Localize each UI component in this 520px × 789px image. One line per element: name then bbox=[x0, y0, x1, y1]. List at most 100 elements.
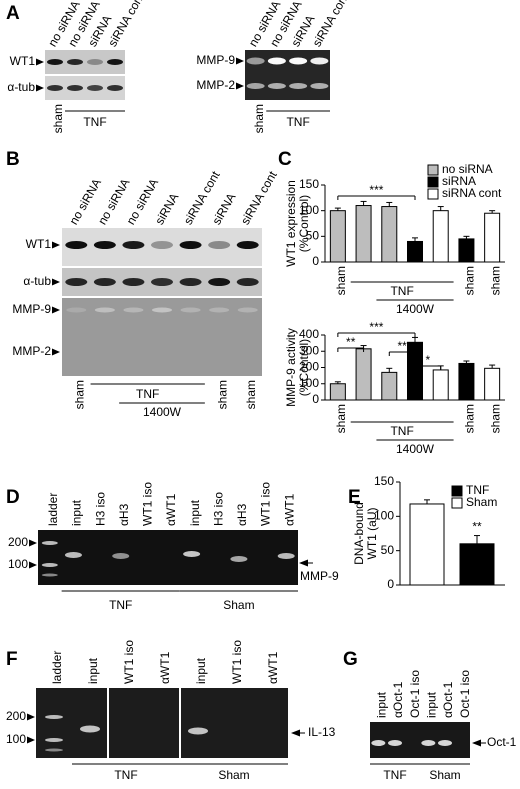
band bbox=[246, 57, 265, 65]
band bbox=[94, 307, 115, 313]
arrowhead bbox=[52, 278, 60, 286]
band bbox=[45, 738, 63, 742]
y-tick-label: 50 bbox=[381, 543, 395, 557]
lane-label: siRNA cont bbox=[310, 0, 352, 49]
arrowhead bbox=[299, 559, 308, 567]
arrowhead bbox=[36, 84, 44, 92]
arrowhead bbox=[236, 82, 244, 90]
band bbox=[179, 241, 202, 249]
row-label: 100 bbox=[6, 732, 26, 746]
lane-label: WT1 iso bbox=[259, 482, 273, 526]
gel bbox=[36, 688, 288, 758]
y-tick-label: 100 bbox=[299, 203, 319, 217]
significance: * bbox=[426, 353, 431, 367]
band bbox=[122, 241, 145, 249]
band bbox=[41, 541, 58, 545]
lane-label: Oct-1 iso bbox=[458, 670, 472, 718]
legend-label: siRNA cont bbox=[442, 186, 502, 200]
band bbox=[47, 85, 63, 91]
gel bbox=[245, 50, 330, 100]
band-label: Oct-1 bbox=[487, 735, 517, 749]
row-label: 200 bbox=[6, 709, 26, 723]
band bbox=[236, 278, 259, 286]
lane-label: input bbox=[86, 657, 100, 684]
band bbox=[179, 278, 202, 286]
y-tick-label: 150 bbox=[299, 177, 319, 191]
arrowhead bbox=[29, 539, 37, 547]
row-label: WT1 bbox=[10, 54, 36, 68]
band bbox=[123, 307, 144, 313]
y-axis-label: WT1 (aU) bbox=[365, 508, 379, 560]
x-tick-label: sham bbox=[463, 404, 477, 433]
band bbox=[45, 715, 63, 719]
group-label: 1400W bbox=[396, 302, 435, 316]
band bbox=[183, 551, 201, 557]
panel-letter: B bbox=[6, 149, 20, 170]
lane-label: input bbox=[188, 499, 202, 526]
lane-label: siRNA cont bbox=[105, 0, 147, 49]
lane-label: input bbox=[375, 691, 389, 718]
band bbox=[289, 57, 308, 65]
band bbox=[65, 241, 88, 249]
row-label: 100 bbox=[8, 557, 28, 571]
band bbox=[188, 727, 208, 735]
y-tick-label: 400 bbox=[299, 327, 319, 341]
band bbox=[80, 725, 100, 733]
gel bbox=[370, 722, 470, 758]
band bbox=[151, 278, 173, 286]
band bbox=[41, 563, 58, 567]
y-tick-label: 100 bbox=[374, 509, 394, 523]
band bbox=[47, 59, 63, 65]
bar bbox=[381, 371, 398, 401]
arrowhead bbox=[36, 58, 44, 66]
band bbox=[66, 307, 87, 313]
band bbox=[87, 59, 103, 65]
y-tick-label: 50 bbox=[306, 229, 320, 243]
band bbox=[93, 241, 116, 249]
lane-label: αWT1 bbox=[158, 651, 172, 684]
lane-label: input bbox=[194, 657, 208, 684]
x-tick-label: sham bbox=[463, 266, 477, 295]
legend-label: siRNA bbox=[442, 174, 476, 188]
band-label: IL-13 bbox=[308, 725, 336, 739]
lane-label: siRNA bbox=[152, 191, 181, 227]
band bbox=[388, 740, 402, 746]
condition-label: sham bbox=[72, 380, 86, 409]
group-label: 1400W bbox=[396, 442, 435, 456]
arrowhead bbox=[52, 241, 60, 249]
group-label: Sham bbox=[223, 598, 254, 612]
significance: ** bbox=[346, 335, 356, 349]
condition-label: sham bbox=[51, 104, 65, 133]
lane-label: αWT1 bbox=[282, 493, 296, 526]
gel bbox=[38, 530, 298, 585]
row-label: MMP-9 bbox=[12, 302, 51, 316]
bar bbox=[432, 369, 449, 401]
band bbox=[208, 278, 231, 286]
lane-label: WT1 iso bbox=[122, 640, 136, 684]
lane-label: αH3 bbox=[235, 503, 249, 526]
y-tick-label: 300 bbox=[299, 343, 319, 357]
band bbox=[371, 740, 386, 746]
y-tick-label: 150 bbox=[374, 474, 394, 488]
legend-label: TNF bbox=[466, 483, 489, 497]
row-label: α-tub bbox=[23, 274, 51, 288]
bar bbox=[458, 362, 475, 401]
band bbox=[209, 307, 230, 313]
x-tick-label: sham bbox=[334, 266, 348, 295]
significance: *** bbox=[369, 183, 383, 197]
bar bbox=[459, 543, 495, 586]
y-axis-label: (%Control) bbox=[297, 195, 311, 252]
lane-label: αWT1 bbox=[266, 651, 280, 684]
row-label: MMP-9 bbox=[196, 53, 235, 67]
arrowhead bbox=[291, 729, 300, 737]
significance: ** bbox=[472, 520, 482, 534]
band bbox=[41, 573, 58, 577]
arrowhead bbox=[29, 561, 37, 569]
arrowhead bbox=[52, 348, 60, 356]
y-tick-label: 0 bbox=[387, 577, 394, 591]
y-axis-label: WT1 expression bbox=[284, 180, 298, 267]
arrowhead bbox=[27, 736, 35, 744]
band bbox=[267, 83, 286, 89]
lane-label: input bbox=[70, 499, 84, 526]
